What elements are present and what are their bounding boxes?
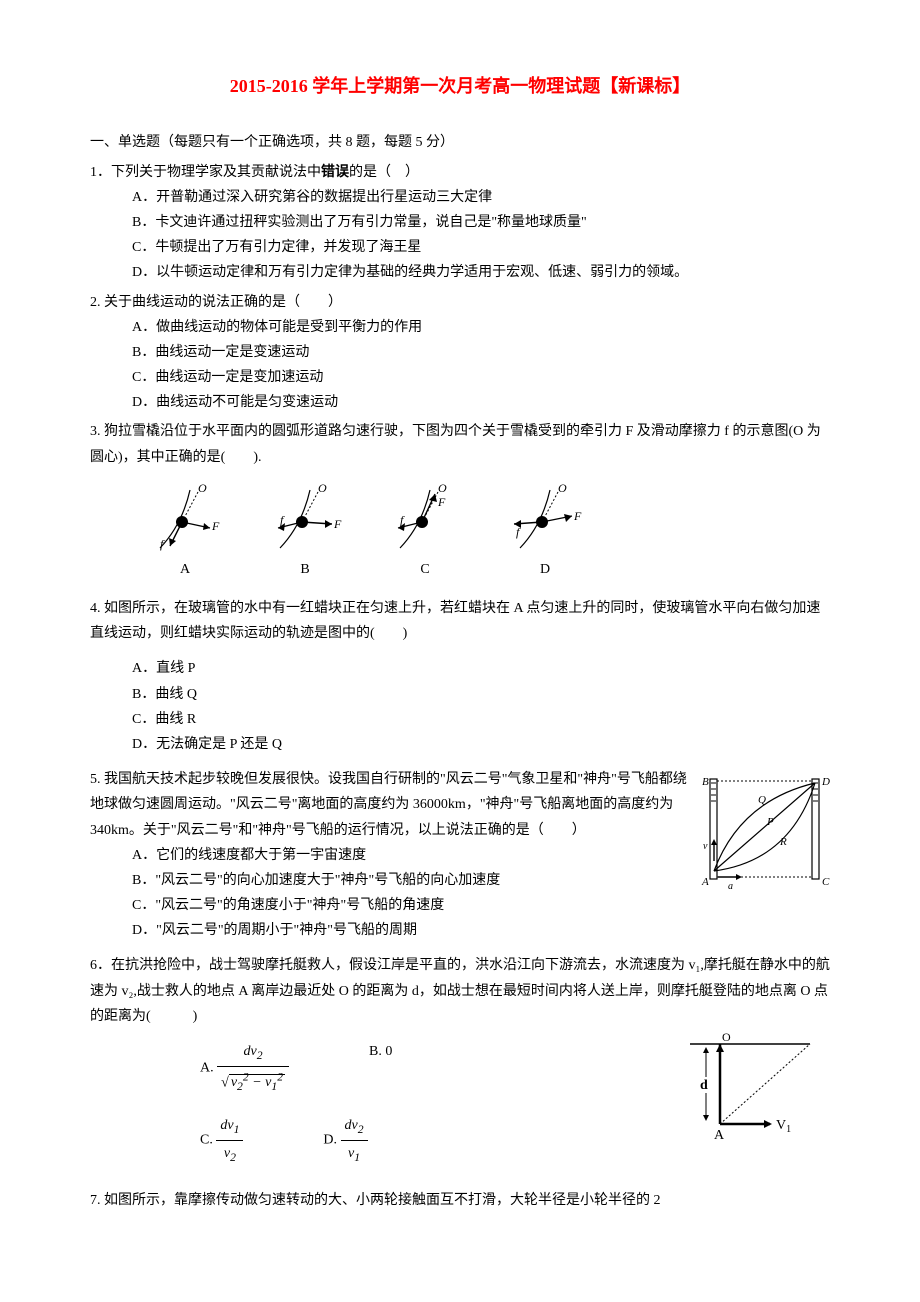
svg-text:O: O bbox=[198, 481, 207, 495]
svg-text:P: P bbox=[766, 816, 774, 828]
question-2: 2. 关于曲线运动的说法正确的是（ ） A．做曲线运动的物体可能是受到平衡力的作… bbox=[90, 290, 830, 416]
question-4: 4. 如图所示，在玻璃管的水中有一红蜡块正在匀速上升，若红蜡块在 A 点匀速上升… bbox=[90, 596, 830, 757]
q2-opt-a: A．做曲线运动的物体可能是受到平衡力的作用 bbox=[90, 315, 830, 340]
q1-stem-post: 的是（ ） bbox=[349, 165, 419, 180]
q3-figure-row: O F f A O F f bbox=[90, 470, 830, 592]
q2-opt-c: C．曲线运动一定是变加速运动 bbox=[90, 365, 830, 390]
page-title: 2015-2016 学年上学期第一次月考高一物理试题【新课标】 bbox=[90, 70, 830, 102]
q3-label-b: B bbox=[260, 557, 350, 582]
svg-text:O: O bbox=[318, 481, 327, 495]
svg-text:F: F bbox=[573, 509, 582, 523]
svg-text:A: A bbox=[701, 876, 709, 888]
q1-opt-a: A．开普勒通过深入研究第谷的数据提出行星运动三大定律 bbox=[90, 185, 830, 210]
question-6: 6．在抗洪抢险中，战士驾驶摩托艇救人，假设江岸是平直的，洪水沿江向下游流去，水流… bbox=[90, 953, 830, 1183]
q5-figure: A B C D P Q R v a bbox=[700, 771, 830, 891]
svg-text:O: O bbox=[558, 481, 567, 495]
svg-text:Q: Q bbox=[758, 794, 766, 806]
q2-opt-b: B．曲线运动一定是变速运动 bbox=[90, 340, 830, 365]
svg-text:F: F bbox=[333, 517, 342, 531]
q2-stem: 2. 关于曲线运动的说法正确的是（ ） bbox=[90, 290, 830, 315]
svg-text:a: a bbox=[728, 881, 733, 891]
question-1: 1．下列关于物理学家及其贡献说法中错误的是（ ） A．开普勒通过深入研究第谷的数… bbox=[90, 160, 830, 286]
svg-text:C: C bbox=[822, 876, 830, 888]
q6-opt-d: D. dv2 v1 bbox=[323, 1113, 367, 1168]
svg-text:B: B bbox=[702, 776, 709, 788]
q6-opt-c: C. dv1 v2 bbox=[200, 1113, 243, 1168]
svg-text:F: F bbox=[437, 495, 446, 509]
svg-text:D: D bbox=[821, 776, 830, 788]
q1-opt-c: C．牛顿提出了万有引力定律，并发现了海王星 bbox=[90, 235, 830, 260]
q3-fig-d: O F f D bbox=[500, 480, 590, 582]
svg-text:A: A bbox=[714, 1128, 725, 1143]
question-5: A B C D P Q R v a 5. 我国航天技术起步较晚但发展很快。设我国… bbox=[90, 767, 830, 943]
q5-opt-c: C．"风云二号"的角速度小于"神舟"号飞船的角速度 bbox=[90, 893, 830, 918]
section-header: 一、单选题（每题只有一个正确选项，共 8 题，每题 5 分） bbox=[90, 130, 830, 155]
svg-text:v: v bbox=[703, 841, 708, 852]
q6-figure: O d A V1 bbox=[680, 1029, 820, 1149]
question-7: 7. 如图所示，靠摩擦传动做匀速转动的大、小两轮接触面互不打滑，大轮半径是小轮半… bbox=[90, 1188, 830, 1213]
q3-fig-c: O F f C bbox=[380, 480, 470, 582]
q3-fig-a: O F f A bbox=[140, 480, 230, 582]
q6-stem: 6．在抗洪抢险中，战士驾驶摩托艇救人，假设江岸是平直的，洪水沿江向下游流去，水流… bbox=[90, 953, 830, 1029]
q3-label-c: C bbox=[380, 557, 470, 582]
svg-text:O: O bbox=[722, 1030, 731, 1044]
svg-text:d: d bbox=[700, 1078, 708, 1093]
svg-text:V1: V1 bbox=[776, 1118, 791, 1135]
q1-stem-pre: 1．下列关于物理学家及其贡献说法中 bbox=[90, 165, 321, 180]
q7-stem: 7. 如图所示，靠摩擦传动做匀速转动的大、小两轮接触面互不打滑，大轮半径是小轮半… bbox=[90, 1188, 830, 1213]
q1-stem-bold: 错误 bbox=[321, 165, 349, 180]
question-3: 3. 狗拉雪橇沿位于水平面内的圆弧形道路匀速行驶，下图为四个关于雪橇受到的牵引力… bbox=[90, 419, 830, 592]
q5-opt-d: D．"风云二号"的周期小于"神舟"号飞船的周期 bbox=[90, 918, 830, 943]
svg-text:R: R bbox=[779, 836, 787, 848]
q3-fig-b: O F f B bbox=[260, 480, 350, 582]
svg-text:F: F bbox=[211, 519, 220, 533]
svg-text:O: O bbox=[438, 481, 447, 495]
q4-opt-a: A．直线 P bbox=[90, 656, 830, 681]
q2-opt-d: D．曲线运动不可能是匀变速运动 bbox=[90, 390, 830, 415]
q4-opt-c: C．曲线 R bbox=[90, 707, 830, 732]
q4-opt-d: D．无法确定是 P 还是 Q bbox=[90, 732, 830, 757]
q6-opt-b: B. 0 bbox=[369, 1039, 392, 1097]
q1-opt-d: D．以牛顿运动定律和万有引力定律为基础的经典力学适用于宏观、低速、弱引力的领域。 bbox=[90, 260, 830, 285]
q4-stem: 4. 如图所示，在玻璃管的水中有一红蜡块正在匀速上升，若红蜡块在 A 点匀速上升… bbox=[90, 596, 830, 646]
q3-label-d: D bbox=[500, 557, 590, 582]
q6-opt-a: A. dv2 √v22 − v12 bbox=[200, 1039, 289, 1097]
q3-label-a: A bbox=[140, 557, 230, 582]
q1-opt-b: B．卡文迪许通过扭秤实验测出了万有引力常量，说自己是"称量地球质量" bbox=[90, 210, 830, 235]
q3-stem: 3. 狗拉雪橇沿位于水平面内的圆弧形道路匀速行驶，下图为四个关于雪橇受到的牵引力… bbox=[90, 419, 830, 469]
q4-opt-b: B．曲线 Q bbox=[90, 682, 830, 707]
